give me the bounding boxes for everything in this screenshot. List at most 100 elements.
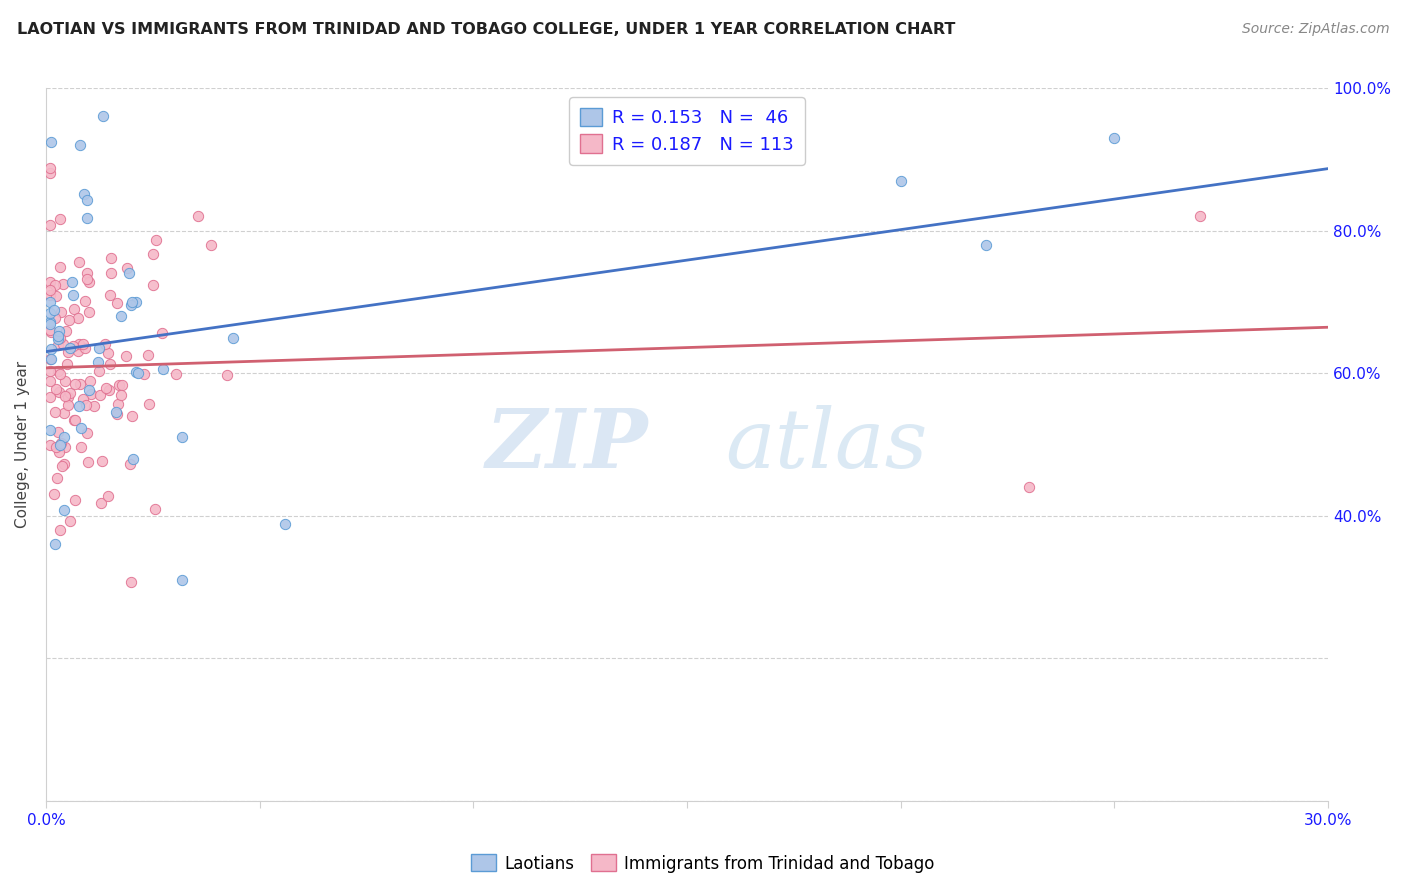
Text: ZIP: ZIP: [486, 404, 648, 484]
Point: [77, 383, 100, 397]
Point: [91, 110, 114, 124]
Point: [46, 332, 69, 346]
Point: [80, 386, 103, 401]
Point: [53, 389, 76, 403]
Point: [48, 338, 70, 352]
Point: [115, 261, 138, 276]
Point: [83, 399, 105, 413]
Point: [67, 337, 90, 351]
Point: [89, 388, 111, 402]
Point: [45, 441, 67, 455]
Point: [98, 357, 121, 371]
Point: [56, 345, 79, 359]
Point: [39, 351, 62, 366]
Point: [274, 517, 297, 532]
Point: [93, 336, 115, 351]
Point: [72, 392, 94, 407]
Point: [187, 209, 209, 223]
Point: [62, 339, 84, 353]
Point: [70, 421, 93, 435]
Point: [53, 374, 76, 388]
Point: [44, 405, 66, 419]
Point: [107, 397, 129, 411]
Point: [62, 287, 84, 301]
Point: [120, 457, 142, 471]
Point: [127, 367, 149, 381]
Point: [45, 382, 67, 396]
Legend: R = 0.153   N =  46, R = 0.187   N = 113: R = 0.153 N = 46, R = 0.187 N = 113: [569, 97, 806, 164]
Text: LAOTIAN VS IMMIGRANTS FROM TRINIDAD AND TOBAGO COLLEGE, UNDER 1 YEAR CORRELATION: LAOTIAN VS IMMIGRANTS FROM TRINIDAD AND …: [17, 22, 955, 37]
Point: [48, 384, 70, 399]
Point: [136, 348, 159, 362]
Point: [90, 496, 112, 510]
Point: [120, 574, 142, 589]
Point: [49, 436, 72, 450]
Point: [72, 337, 94, 351]
Point: [53, 457, 76, 471]
Point: [39, 288, 62, 302]
Point: [97, 345, 120, 359]
Point: [98, 288, 121, 302]
Point: [44, 289, 66, 303]
Point: [87, 355, 110, 369]
Point: [53, 406, 76, 420]
Point: [60, 275, 83, 289]
Point: [67, 399, 90, 413]
Point: [77, 305, 100, 319]
Point: [73, 186, 96, 201]
Point: [1188, 209, 1211, 223]
Point: [48, 438, 70, 452]
Y-axis label: College, Under 1 year: College, Under 1 year: [15, 361, 30, 528]
Point: [150, 326, 173, 341]
Point: [77, 275, 100, 289]
Point: [142, 278, 165, 293]
Point: [200, 238, 222, 252]
Point: [39, 275, 62, 289]
Point: [56, 357, 79, 371]
Point: [94, 382, 117, 396]
Point: [121, 452, 143, 467]
Point: [138, 397, 160, 411]
Point: [76, 425, 98, 440]
Point: [49, 260, 72, 274]
Point: [76, 193, 98, 207]
Point: [39, 325, 62, 339]
Point: [53, 440, 76, 454]
Point: [77, 454, 100, 468]
Point: [73, 293, 96, 308]
Point: [39, 135, 62, 149]
Point: [58, 312, 80, 326]
Point: [114, 349, 136, 363]
Point: [79, 374, 101, 388]
Point: [39, 323, 62, 337]
Point: [217, 368, 239, 382]
Point: [39, 315, 62, 329]
Point: [87, 364, 110, 378]
Point: [39, 219, 62, 233]
Point: [66, 310, 89, 325]
Point: [69, 138, 91, 153]
Point: [105, 407, 128, 421]
Point: [49, 523, 72, 537]
Point: [52, 277, 75, 291]
Point: [42, 486, 65, 500]
Point: [110, 309, 132, 323]
Point: [52, 337, 75, 351]
Point: [52, 503, 75, 517]
Text: atlas: atlas: [725, 404, 928, 484]
Point: [890, 173, 912, 187]
Point: [39, 294, 62, 309]
Point: [90, 454, 112, 468]
Point: [124, 294, 146, 309]
Point: [59, 341, 82, 355]
Point: [44, 311, 66, 326]
Point: [67, 254, 90, 268]
Point: [39, 317, 62, 331]
Point: [125, 365, 148, 379]
Point: [67, 344, 90, 359]
Point: [121, 409, 143, 423]
Point: [63, 376, 86, 391]
Point: [49, 367, 72, 381]
Point: [45, 471, 67, 485]
Text: Source: ZipAtlas.com: Source: ZipAtlas.com: [1241, 22, 1389, 37]
